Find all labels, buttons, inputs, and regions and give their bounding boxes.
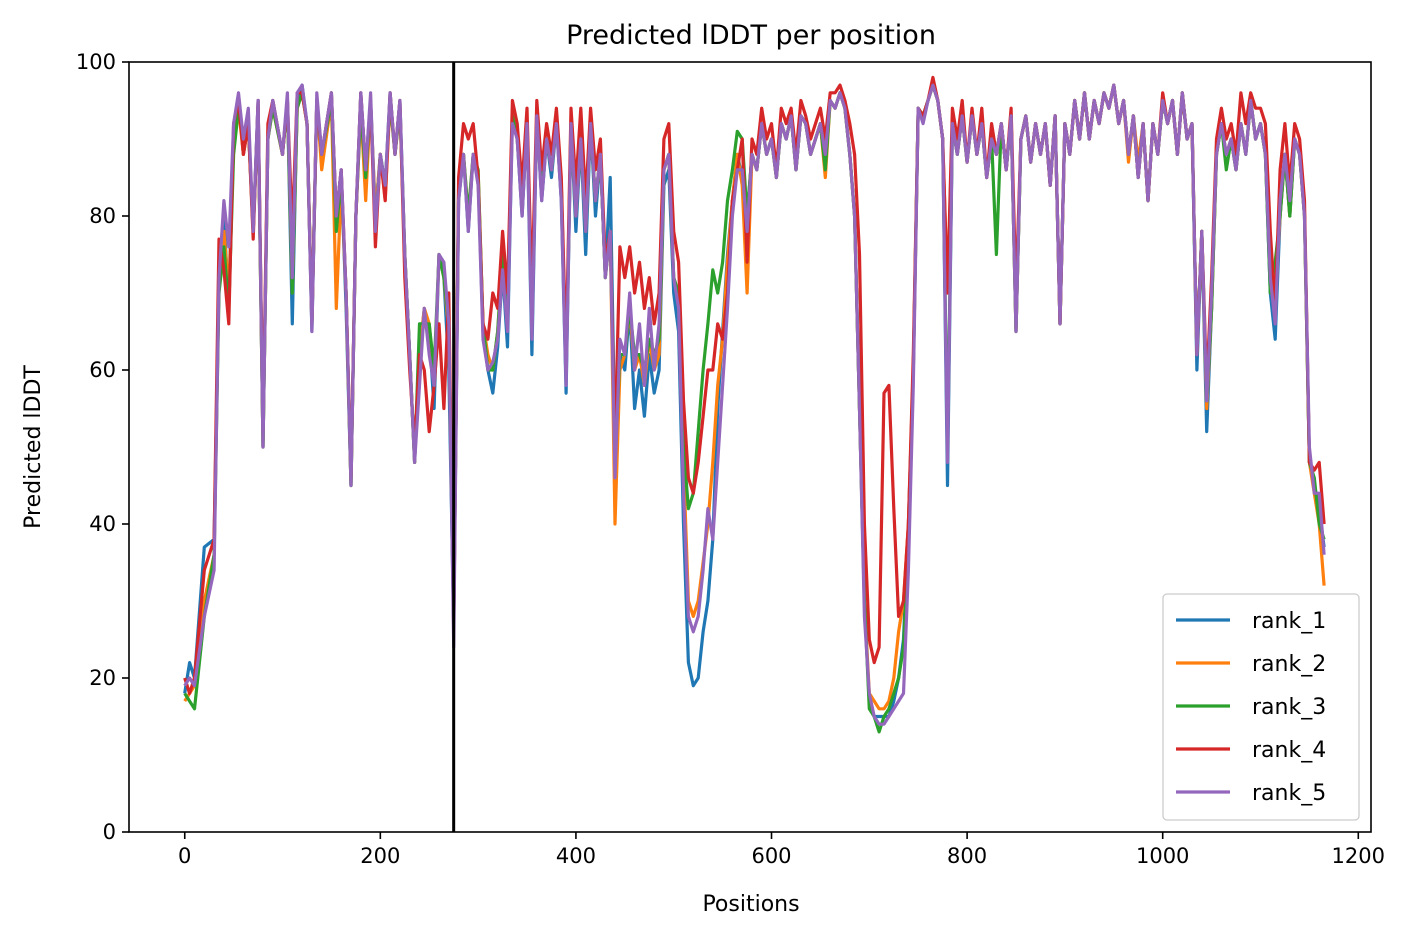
y-axis-ticks: 0 20 40 60 80 100 bbox=[76, 50, 129, 844]
y-tick-label: 20 bbox=[89, 666, 116, 690]
x-axis-label: Positions bbox=[702, 892, 799, 917]
x-tick-label: 200 bbox=[360, 844, 400, 868]
x-tick-label: 800 bbox=[947, 844, 987, 868]
x-tick-label: 1000 bbox=[1136, 844, 1189, 868]
y-axis-label: Predicted lDDT bbox=[21, 365, 46, 529]
series-line-rank-5 bbox=[183, 83, 1326, 726]
x-axis-ticks: 0 200 400 600 800 1000 1200 bbox=[178, 832, 1385, 868]
legend-label-rank-2: rank_2 bbox=[1252, 652, 1326, 677]
x-tick-label: 0 bbox=[178, 844, 191, 868]
y-tick-label: 60 bbox=[89, 358, 116, 382]
legend-label-rank-4: rank_4 bbox=[1252, 738, 1326, 763]
x-tick-label: 600 bbox=[751, 844, 791, 868]
legend-label-rank-3: rank_3 bbox=[1252, 695, 1326, 720]
y-tick-label: 100 bbox=[76, 50, 116, 74]
x-tick-label: 1200 bbox=[1332, 844, 1385, 868]
plot-area-frame bbox=[128, 61, 1372, 833]
legend-label-rank-5: rank_5 bbox=[1252, 781, 1326, 806]
chart-title: Predicted lDDT per position bbox=[566, 20, 936, 51]
y-tick-label: 80 bbox=[89, 204, 116, 228]
legend-box bbox=[1162, 593, 1360, 821]
legend-label-rank-1: rank_1 bbox=[1252, 609, 1326, 634]
series-layer bbox=[183, 75, 1326, 734]
y-tick-label: 40 bbox=[89, 512, 116, 536]
legend: rank_1 rank_2 rank_3 rank_4 rank_5 bbox=[1162, 593, 1360, 821]
y-tick-label: 0 bbox=[103, 820, 116, 844]
x-tick-label: 400 bbox=[556, 844, 596, 868]
